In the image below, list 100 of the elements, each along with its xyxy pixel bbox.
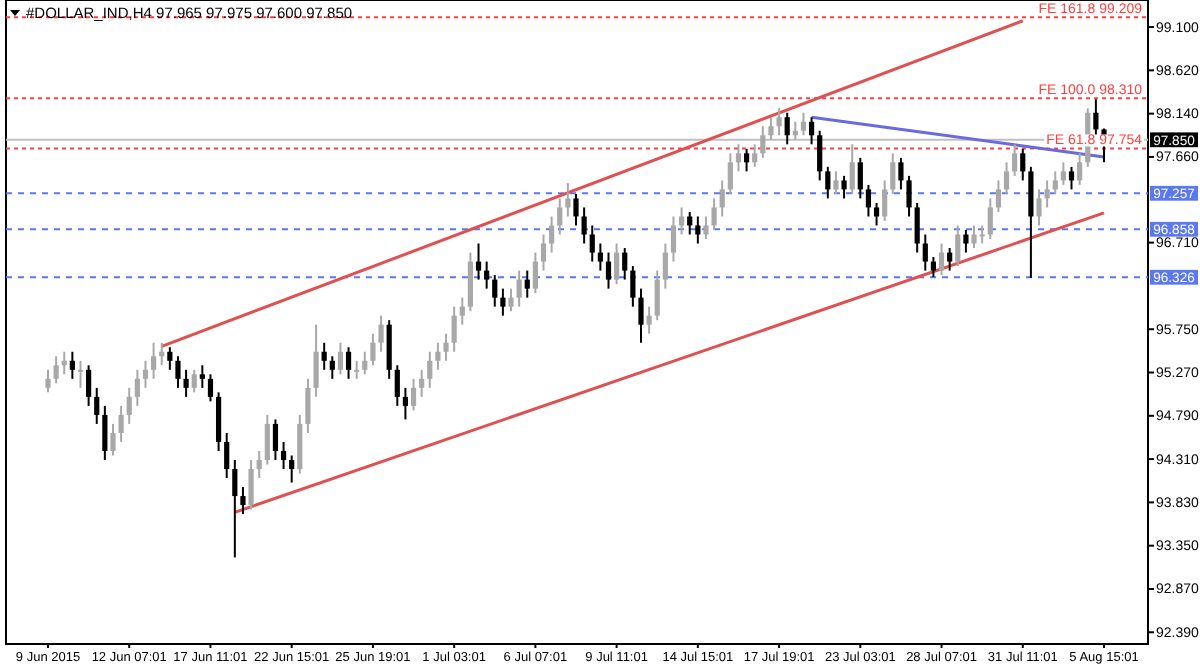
candlestick [183, 368, 189, 398]
candlestick [224, 431, 230, 480]
candlestick [1093, 98, 1099, 137]
candlestick [427, 350, 433, 389]
candlestick [638, 287, 644, 344]
candlestick [817, 129, 823, 182]
candlestick [69, 350, 75, 380]
candlestick [45, 368, 51, 394]
candlestick [971, 224, 977, 250]
candlestick [345, 346, 352, 380]
candlestick [768, 116, 774, 141]
candlestick [825, 165, 831, 200]
candlestick [581, 206, 587, 245]
candlestick [865, 183, 872, 218]
candlestick [516, 269, 522, 308]
candlestick [475, 242, 482, 281]
candlestick [297, 413, 303, 475]
candlestick [329, 355, 335, 380]
candlestick [898, 156, 904, 191]
candlestick [305, 377, 311, 434]
candlestick [451, 305, 457, 353]
candlestick [873, 201, 880, 227]
candlestick [743, 147, 750, 173]
candlestick [622, 247, 628, 281]
candlestick [930, 256, 937, 278]
candlestick [719, 179, 725, 218]
candlestick [232, 459, 238, 559]
candlestick [947, 247, 953, 272]
candlestick [549, 215, 555, 254]
candlestick [134, 368, 140, 407]
candlestick [199, 364, 205, 389]
candlestick [662, 242, 668, 290]
candlestick [955, 224, 961, 268]
candlestick [670, 215, 677, 263]
candlestick [167, 346, 173, 371]
candlestick [53, 355, 59, 385]
candlestick [394, 364, 400, 407]
candlestick [849, 143, 855, 195]
candlestick [630, 265, 636, 308]
candlestick [175, 355, 181, 389]
candlestick [922, 233, 928, 272]
candlestick [857, 156, 863, 200]
candlestick [1060, 161, 1066, 186]
candlestick [280, 440, 287, 471]
candlestick [711, 197, 717, 231]
candlestick [800, 111, 807, 137]
candlestick [77, 359, 84, 389]
candlestick [118, 404, 124, 443]
candlestick [841, 174, 847, 200]
candlestick [256, 449, 262, 480]
candlestick [703, 215, 709, 241]
candlestick [191, 368, 197, 394]
candlestick [321, 341, 327, 371]
candlestick [110, 422, 116, 457]
candlestick [532, 251, 538, 295]
candlestick [370, 332, 376, 367]
candlestick [1044, 179, 1050, 209]
candlestick [207, 373, 214, 403]
candlestick [995, 179, 1001, 213]
candlestick [597, 242, 603, 272]
candlestick [492, 274, 498, 308]
candlestick [1052, 170, 1058, 195]
candlestick [508, 287, 514, 313]
candlestick [565, 182, 571, 218]
candlestick [573, 192, 579, 227]
candlestick [248, 459, 254, 511]
candlestick [410, 377, 417, 412]
candlestick [500, 287, 506, 317]
candlestick [1003, 161, 1010, 195]
candlestick [979, 224, 985, 245]
candlestick [240, 486, 246, 516]
candlestick [126, 386, 132, 425]
candlestick [459, 296, 465, 326]
candlestick [337, 341, 344, 376]
candlestick [776, 107, 782, 137]
candlestick [419, 368, 425, 398]
candlestick [727, 152, 733, 195]
candlestick [808, 116, 815, 146]
candlestick [987, 197, 993, 241]
candlestick [914, 201, 920, 254]
candlestick [695, 215, 701, 245]
candlestick [272, 418, 279, 461]
candlestick [94, 386, 100, 425]
candlestick [687, 210, 693, 236]
candlestick [102, 404, 108, 461]
candlestick [1020, 147, 1026, 182]
candlestick [264, 413, 270, 466]
candlestick [215, 391, 222, 452]
candlestick [289, 454, 295, 484]
candlestick [589, 224, 595, 263]
candlestick [679, 206, 685, 236]
candlestick [467, 251, 473, 313]
candlestick [557, 197, 563, 236]
candlestick [378, 314, 384, 353]
candlestick [605, 251, 612, 290]
candlestick [386, 319, 392, 380]
candlestick [151, 341, 157, 380]
candlestick [1036, 188, 1042, 227]
candlestick [906, 174, 912, 218]
candlestick [654, 269, 660, 322]
